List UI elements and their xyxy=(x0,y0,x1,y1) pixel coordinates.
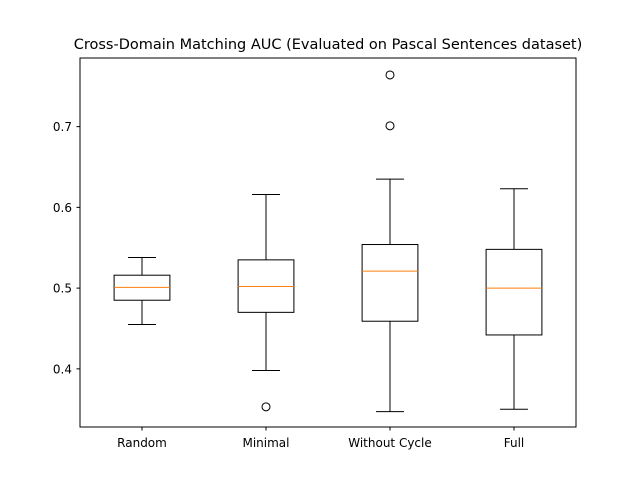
plot-area: 0.4 0.5 0.6 0.7 Random Minimal Without Cycle Fu… xyxy=(53,70,543,450)
y-tick-label-0: 0.4 xyxy=(53,362,72,376)
box-3-iqr-box xyxy=(485,248,543,336)
box-1-outlier-0 xyxy=(261,402,271,412)
chart-title: Cross-Domain Matching AUC (Evaluated on … xyxy=(74,37,583,53)
box-2-iqr-box xyxy=(361,244,419,322)
x-tick-label-0: Random xyxy=(117,436,167,450)
box-2-outlier-0 xyxy=(385,121,395,131)
axes-frame xyxy=(79,57,577,428)
y-tick-label-1: 0.5 xyxy=(53,282,72,296)
x-tick-label-2: Without Cycle xyxy=(348,436,432,450)
y-tick-label-2: 0.6 xyxy=(53,201,72,215)
y-tick-label-3: 0.7 xyxy=(53,120,72,134)
box-2-outlier-1 xyxy=(385,70,395,80)
x-tick-label-3: Full xyxy=(504,436,525,450)
x-tick-label-1: Minimal xyxy=(242,436,289,450)
